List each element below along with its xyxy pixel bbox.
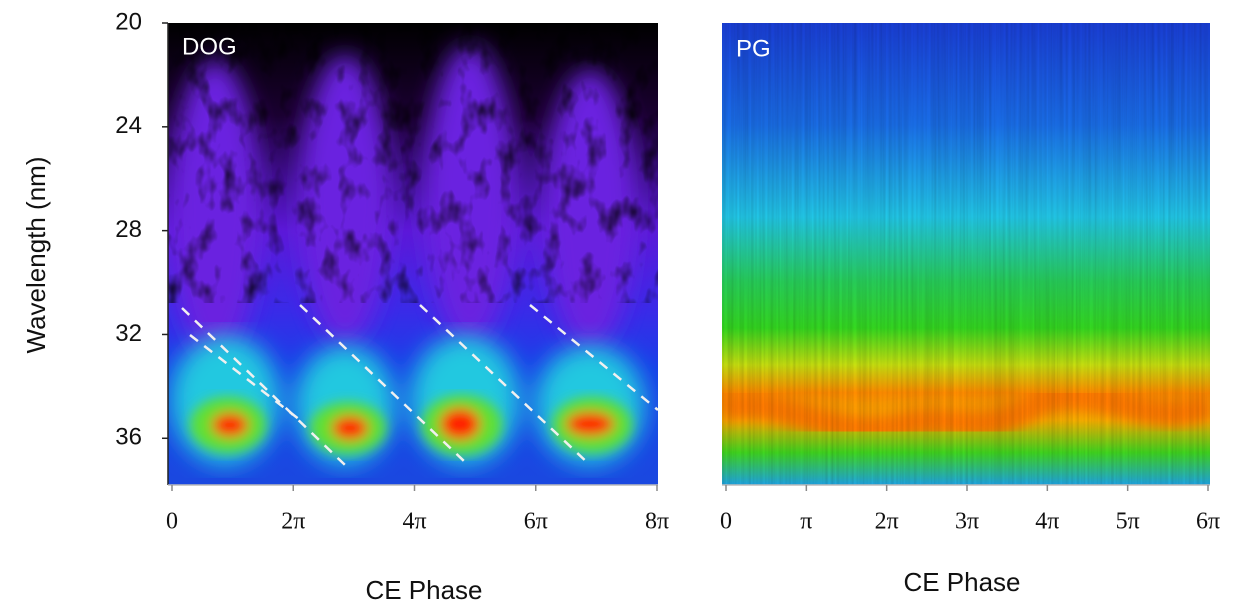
x-tick-label: 2π	[875, 509, 899, 535]
x-tick-label: 2π	[281, 509, 305, 535]
x-tick-label: 4π	[402, 509, 426, 535]
y-tick-label: 20	[115, 8, 142, 35]
x-tick-label: 6π	[524, 509, 548, 535]
panel-label: DOG	[182, 33, 237, 60]
y-tick-label: 24	[115, 112, 142, 139]
x-tick-label: 0	[720, 509, 732, 535]
heatmap-image	[168, 23, 658, 485]
x-axis-title: CE Phase	[903, 567, 1020, 597]
x-tick-label: 0	[166, 509, 178, 535]
x-axis-title: CE Phase	[365, 575, 482, 605]
x-tick-label: 8π	[645, 509, 669, 535]
y-axis-title: Wavelength (nm)	[21, 157, 51, 354]
panel-label: PG	[736, 35, 771, 62]
heatmap-image	[722, 23, 1210, 485]
x-tick-label: π	[800, 509, 812, 535]
y-tick-label: 32	[115, 320, 142, 347]
x-tick-label: 4π	[1035, 509, 1059, 535]
x-tick-label: 3π	[955, 509, 979, 535]
y-tick-label: 28	[115, 216, 142, 243]
x-tick-label: 6π	[1196, 509, 1220, 535]
x-tick-label: 5π	[1116, 509, 1140, 535]
y-tick-label: 36	[115, 424, 142, 451]
